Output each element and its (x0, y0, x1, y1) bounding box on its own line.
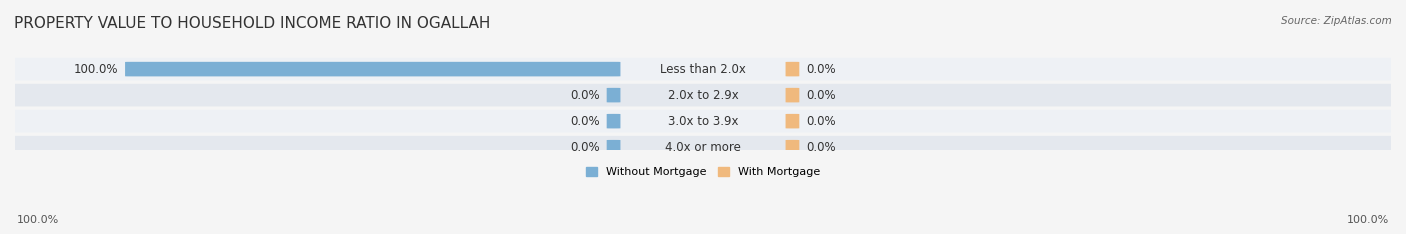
FancyBboxPatch shape (1, 136, 1405, 158)
Text: 0.0%: 0.0% (806, 115, 835, 128)
Text: 100.0%: 100.0% (17, 215, 59, 225)
FancyBboxPatch shape (606, 114, 620, 128)
FancyBboxPatch shape (1, 58, 1405, 80)
Text: 2.0x to 2.9x: 2.0x to 2.9x (668, 89, 738, 102)
FancyBboxPatch shape (786, 114, 800, 128)
Text: 100.0%: 100.0% (73, 63, 118, 76)
Text: 100.0%: 100.0% (1347, 215, 1389, 225)
Text: PROPERTY VALUE TO HOUSEHOLD INCOME RATIO IN OGALLAH: PROPERTY VALUE TO HOUSEHOLD INCOME RATIO… (14, 16, 491, 31)
Text: Source: ZipAtlas.com: Source: ZipAtlas.com (1281, 16, 1392, 26)
FancyBboxPatch shape (606, 88, 620, 102)
Legend: Without Mortgage, With Mortgage: Without Mortgage, With Mortgage (582, 163, 824, 182)
FancyBboxPatch shape (125, 62, 620, 76)
Text: 3.0x to 3.9x: 3.0x to 3.9x (668, 115, 738, 128)
Text: 0.0%: 0.0% (571, 115, 600, 128)
Text: 4.0x or more: 4.0x or more (665, 141, 741, 154)
Text: 0.0%: 0.0% (571, 141, 600, 154)
Text: Less than 2.0x: Less than 2.0x (659, 63, 747, 76)
FancyBboxPatch shape (1, 84, 1405, 106)
FancyBboxPatch shape (606, 140, 620, 154)
Text: 0.0%: 0.0% (571, 89, 600, 102)
FancyBboxPatch shape (1, 110, 1405, 132)
Text: 0.0%: 0.0% (806, 141, 835, 154)
FancyBboxPatch shape (786, 62, 800, 76)
Text: 0.0%: 0.0% (806, 63, 835, 76)
Text: 0.0%: 0.0% (806, 89, 835, 102)
FancyBboxPatch shape (786, 140, 800, 154)
FancyBboxPatch shape (786, 88, 800, 102)
